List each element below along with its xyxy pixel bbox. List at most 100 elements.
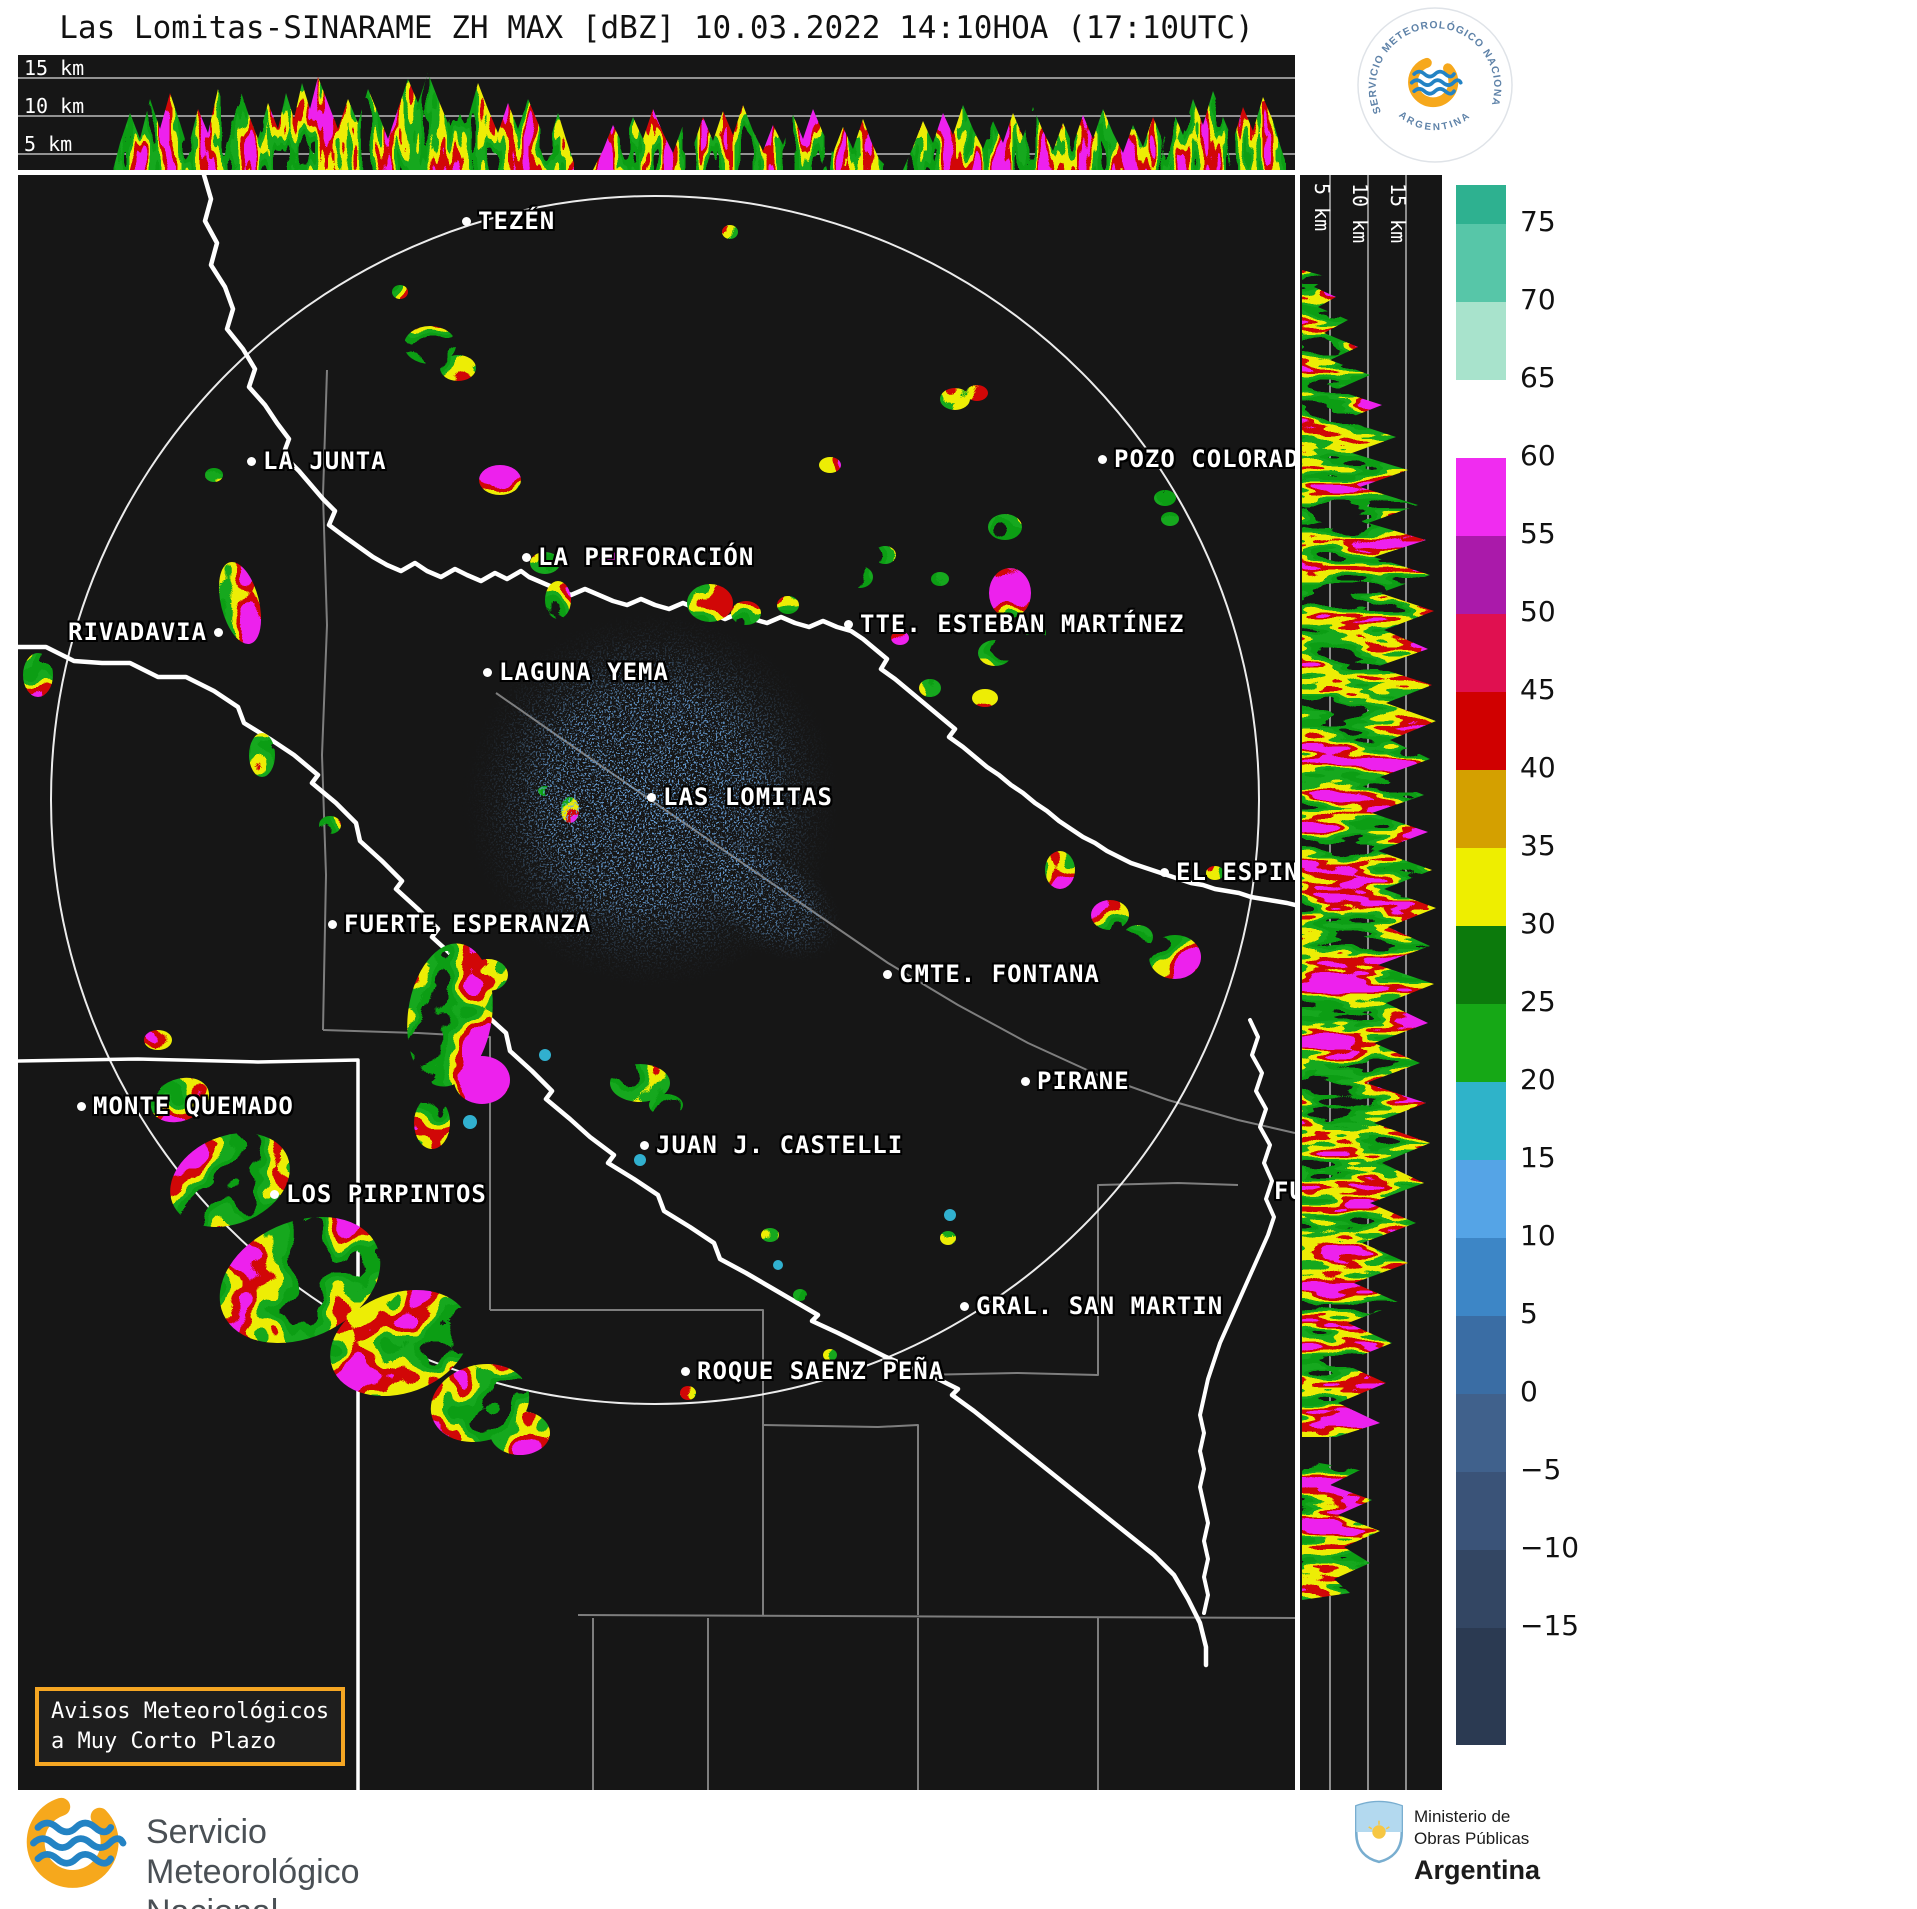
city-marker: LA JUNTA — [247, 447, 387, 475]
city-label: LOS PIRPINTOS — [286, 1180, 487, 1208]
top-profile-canvas — [18, 55, 1295, 170]
weak-echo-cells — [463, 1049, 956, 1270]
ministry-line: Ministerio de — [1414, 1807, 1511, 1826]
colorbar-tick: −5 — [1520, 1453, 1562, 1486]
colorbar-tick: 50 — [1520, 595, 1556, 628]
warning-box: Avisos Meteorológicos a Muy Corto Plazo — [35, 1687, 346, 1767]
city-label: EL ESPIN — [1176, 858, 1295, 886]
ministry-wordmark: Ministerio de Obras Públicas Argentina — [1414, 1806, 1540, 1888]
colorbar-tick: 70 — [1520, 283, 1556, 316]
height-label-5km: 5 km — [24, 132, 73, 156]
city-dot — [247, 456, 256, 466]
smn-wordmark-line: Meteorológico — [146, 1853, 360, 1892]
radar-map: TEZÉN LA JUNTA POZO COLORADO LA PERFORAC… — [18, 175, 1295, 1790]
city-label: FUERTE ESPERANZA — [344, 910, 592, 938]
right-profile-canvas — [1300, 175, 1442, 1790]
city-dot — [844, 619, 853, 629]
city-label: CMTE. FONTANA — [899, 960, 1100, 988]
right-cross-section: 5 km 10 km 15 km — [1300, 175, 1442, 1790]
city-dot — [462, 216, 471, 226]
clutter-speckle — [433, 580, 913, 1010]
city-label: LAGUNA YEMA — [499, 658, 669, 686]
colorbar-tick: 15 — [1520, 1141, 1556, 1174]
city-marker: RIVADAVIA — [68, 618, 224, 646]
city-label: GRAL. SAN MARTIN — [976, 1292, 1224, 1320]
river-south — [18, 644, 1209, 1668]
colorbar-tick: 0 — [1520, 1375, 1538, 1408]
city-label: RIVADAVIA — [68, 618, 208, 646]
city-dot — [640, 1140, 649, 1150]
city-marker: GRAL. SAN MARTIN — [960, 1292, 1223, 1320]
height-label-right-5km: 5 km — [1310, 183, 1334, 232]
argentina-shield-icon — [1355, 1800, 1403, 1864]
city-dot — [1021, 1076, 1030, 1086]
city-label: PIRANE — [1037, 1067, 1130, 1095]
colorbar-tick: 10 — [1520, 1219, 1556, 1252]
city-marker: JUAN J. CASTELLI — [640, 1131, 903, 1159]
city-label: LAS LOMITAS — [663, 783, 833, 811]
city-marker: TEZÉN — [462, 207, 555, 235]
city-marker: FUERTE ESPERANZA — [328, 910, 591, 938]
city-marker: LA PERFORACIÓN — [522, 543, 754, 571]
colorbar: 75 70 65 60 55 50 45 40 35 30 25 20 15 1… — [1456, 185, 1616, 1745]
smn-wordmark-line: Servicio — [146, 1813, 267, 1851]
city-dot — [77, 1101, 86, 1111]
city-marker: LOS PIRPINTOS — [270, 1180, 487, 1208]
height-label-right-10km: 10 km — [1348, 183, 1372, 244]
colorbar-gradient — [1456, 185, 1506, 1745]
colorbar-tick: −10 — [1520, 1531, 1580, 1564]
colorbar-tick: 30 — [1520, 907, 1556, 940]
range-ring — [50, 195, 1260, 1405]
city-label: ROQUE SAENZ PEÑA — [697, 1357, 945, 1385]
height-label-15km: 15 km — [24, 56, 85, 80]
city-dot — [960, 1301, 969, 1311]
warning-line-1: Avisos Meteorológicos — [51, 1699, 330, 1724]
colorbar-tick: 60 — [1520, 439, 1556, 472]
city-dot — [883, 969, 892, 979]
colorbar-tick: 5 — [1520, 1297, 1538, 1330]
height-label-10km: 10 km — [24, 94, 85, 118]
colorbar-tick: −15 — [1520, 1609, 1580, 1642]
city-marker: LAGUNA YEMA — [483, 658, 669, 686]
city-marker: EL ESPIN — [1160, 858, 1295, 886]
city-label: LA JUNTA — [263, 447, 387, 475]
city-label: FU — [1274, 1177, 1295, 1205]
city-label: JUAN J. CASTELLI — [656, 1131, 904, 1159]
colorbar-tick: 35 — [1520, 829, 1556, 862]
city-dot — [1098, 454, 1107, 464]
ministry-line: Obras Públicas — [1414, 1829, 1530, 1849]
city-dot — [270, 1189, 279, 1199]
city-dot — [483, 667, 492, 677]
city-marker: ROQUE SAENZ PEÑA — [681, 1357, 944, 1385]
colorbar-tick: 75 — [1520, 205, 1556, 238]
smn-logo-icon — [20, 1786, 132, 1898]
product-title: Las Lomitas-SINARAME ZH MAX [dBZ] 10.03.… — [59, 10, 1254, 46]
city-dot — [522, 552, 531, 562]
city-label: TEZÉN — [478, 207, 556, 235]
city-marker: LAS LOMITAS — [647, 783, 833, 811]
height-label-right-15km: 15 km — [1386, 183, 1410, 244]
river-east — [1198, 1018, 1276, 1615]
city-marker: CMTE. FONTANA — [883, 960, 1100, 988]
colorbar-tick: 65 — [1520, 361, 1556, 394]
badge-circle — [1357, 7, 1513, 163]
smn-wordmark: Servicio Meteorológico Nacional — [146, 1812, 360, 1909]
city-dot — [681, 1366, 690, 1376]
city-marker: POZO COLORADO — [1098, 445, 1295, 473]
city-dot — [214, 627, 224, 637]
smn-wordmark-line: Nacional — [146, 1892, 360, 1909]
colorbar-tick: 40 — [1520, 751, 1556, 784]
warning-line-2: a Muy Corto Plazo — [51, 1728, 277, 1754]
city-marker: TTE. ESTEBAN MARTÍNEZ — [844, 610, 1184, 638]
city-label: LA PERFORACIÓN — [538, 543, 755, 571]
city-marker: PIRANE — [1021, 1067, 1130, 1095]
city-label: POZO COLORADO — [1114, 445, 1295, 473]
city-dot — [647, 792, 656, 802]
city-label: TTE. ESTEBAN MARTÍNEZ — [860, 610, 1185, 638]
map-canvas — [18, 175, 1295, 1790]
city-label: MONTE QUEMADO — [93, 1092, 294, 1120]
colorbar-tick: 20 — [1520, 1063, 1556, 1096]
colorbar-tick: 45 — [1520, 673, 1556, 706]
city-marker: MONTE QUEMADO — [77, 1092, 294, 1120]
